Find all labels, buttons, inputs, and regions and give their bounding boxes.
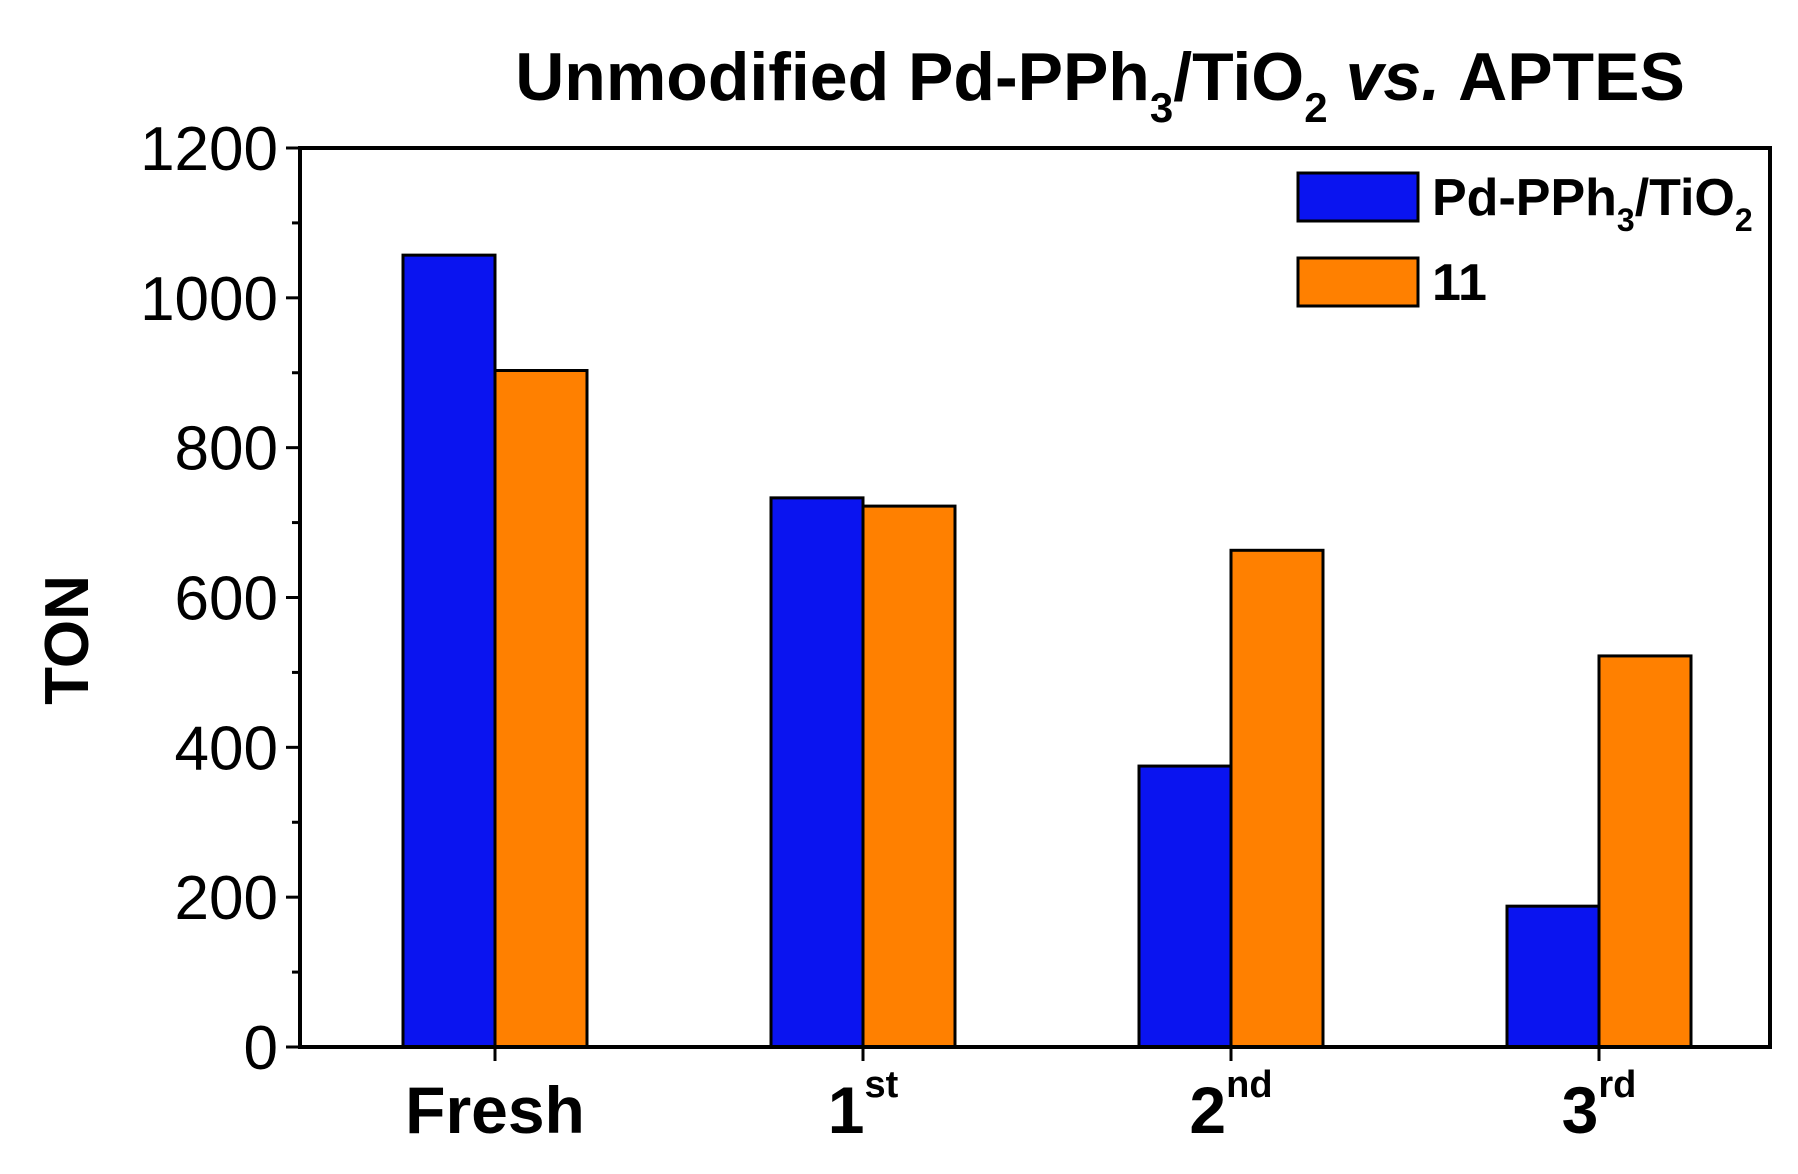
bar-series-2-cat-1 — [493, 369, 589, 1049]
y-tick-label-400: 400 — [175, 714, 278, 783]
bar-series-1-cat-3 — [1137, 764, 1233, 1049]
y-ticks-group: 0 200 400 600 800 1000 1200 — [140, 115, 300, 1083]
y-tick-label-1000: 1000 — [140, 265, 278, 334]
legend-label-series-1: Pd-PPh3/TiO2 — [1432, 169, 1753, 238]
x-labels-group: Fresh 1st 2nd 3rd — [405, 1047, 1636, 1147]
legend-label-series-2: 11 — [1432, 254, 1487, 312]
y-tick-label-1200: 1200 — [140, 115, 278, 184]
bar-series-2-cat-3 — [1229, 548, 1325, 1049]
y-tick-label-800: 800 — [175, 415, 278, 484]
bar-series-1-cat-2 — [769, 496, 865, 1049]
bar-series-1-cat-4 — [1505, 904, 1601, 1049]
legend: Pd-PPh3/TiO2 11 — [1296, 169, 1753, 312]
y-tick-label-200: 200 — [175, 864, 278, 933]
bar-series-2-cat-2 — [861, 504, 957, 1049]
x-tick-label-4: 3rd — [1562, 1064, 1637, 1147]
y-tick-label-600: 600 — [175, 565, 278, 634]
legend-swatch-series-1 — [1296, 171, 1420, 223]
x-tick-label-1: Fresh — [405, 1073, 585, 1147]
legend-swatch-series-2 — [1296, 256, 1420, 308]
chart-title: Unmodified Pd-PPh3/TiO2 vs. APTES — [515, 39, 1685, 131]
bar-series-2-cat-4 — [1597, 654, 1693, 1049]
bar-series-1-cat-1 — [401, 253, 497, 1049]
x-tick-label-3: 2nd — [1189, 1064, 1272, 1147]
y-axis-label: TON — [33, 575, 102, 705]
bars-group — [401, 253, 1693, 1049]
x-tick-label-2: 1st — [828, 1064, 899, 1147]
y-tick-label-0: 0 — [244, 1014, 278, 1083]
